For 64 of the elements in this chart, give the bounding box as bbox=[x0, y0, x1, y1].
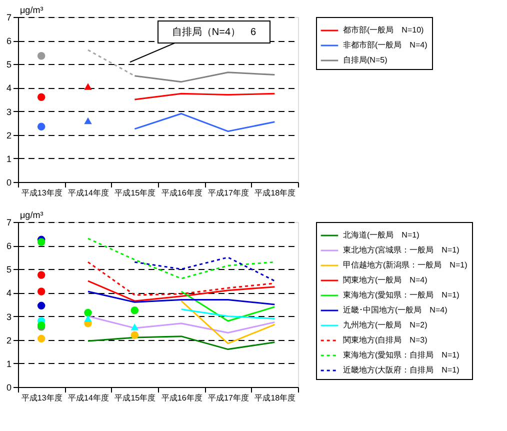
legend-label: 甲信越地方(新潟県：一般局 N=1) bbox=[343, 260, 468, 270]
legend-label: 北海道(一般局 N=1) bbox=[343, 230, 420, 240]
legend-label: 近畿地方(大阪府：自排局 N=1) bbox=[343, 366, 460, 374]
point bbox=[84, 308, 92, 317]
line-series bbox=[87, 238, 276, 280]
legend-label: 関東地方(自排局 N=3) bbox=[343, 336, 428, 344]
point bbox=[37, 93, 46, 102]
point bbox=[37, 288, 46, 296]
point bbox=[37, 122, 46, 130]
legend-label: 東北地方(宮城県：一般局 N=1) bbox=[343, 246, 460, 254]
point bbox=[130, 331, 139, 340]
x-tick-label: 平成16年度 bbox=[161, 394, 202, 402]
y-axis-title: μg/m³ bbox=[20, 5, 44, 15]
legend-label: 東海地方(愛知県：一般局 N=1) bbox=[343, 290, 460, 300]
point bbox=[84, 315, 92, 322]
y-tick-label: 2 bbox=[6, 130, 12, 140]
y-tick-label: 5 bbox=[6, 264, 12, 275]
legend-label: 都市部(一般局 N=10) bbox=[343, 26, 424, 34]
y-tick-label: 6 bbox=[6, 241, 12, 252]
x-tick-label: 平成13年度 bbox=[21, 188, 62, 198]
y-tick-label: 1 bbox=[6, 358, 12, 369]
legend-label: 自排局(N=5) bbox=[343, 56, 388, 64]
point bbox=[37, 334, 46, 343]
y-tick-label: 2 bbox=[6, 335, 12, 346]
point bbox=[84, 83, 92, 90]
y-tick-label: 7 bbox=[6, 12, 12, 22]
point bbox=[130, 306, 139, 314]
legend-label: 関東地方(一般局 N=4) bbox=[343, 276, 428, 284]
point bbox=[130, 324, 139, 330]
x-tick-label: 平成18年度 bbox=[254, 188, 296, 198]
legend-label: 東海地方(愛知県：自排局 N=1) bbox=[343, 350, 460, 360]
y-tick-label: 0 bbox=[6, 178, 12, 188]
y-tick-label: 6 bbox=[6, 36, 12, 46]
x-tick-label: 平成17年度 bbox=[208, 394, 249, 402]
y-tick-label: 3 bbox=[6, 312, 12, 322]
y-tick-label: 4 bbox=[6, 83, 12, 94]
x-tick-label: 平成16年度 bbox=[161, 188, 202, 198]
point bbox=[37, 52, 46, 60]
y-tick-label: 4 bbox=[6, 288, 12, 298]
y-axis-title: μg/m³ bbox=[20, 210, 44, 220]
line-series bbox=[134, 256, 276, 282]
x-tick-label: 平成18年度 bbox=[254, 394, 296, 402]
x-tick-label: 平成14年度 bbox=[68, 188, 109, 198]
y-tick-label: 7 bbox=[6, 218, 12, 228]
point bbox=[37, 302, 46, 310]
x-tick-label: 平成14年度 bbox=[68, 394, 109, 402]
annotation: 自排局（N=4） 6 bbox=[172, 26, 257, 38]
point bbox=[37, 271, 46, 279]
y-tick-label: 3 bbox=[6, 106, 12, 117]
x-tick-label: 平成15年度 bbox=[114, 394, 156, 402]
x-tick-label: 平成13年度 bbox=[21, 394, 62, 402]
line-series bbox=[87, 290, 276, 306]
line-series bbox=[134, 72, 276, 83]
x-tick-label: 平成15年度 bbox=[114, 188, 156, 198]
x-tick-label: 平成17年度 bbox=[208, 188, 249, 198]
legend-label: 九州地方(一般局 N=2) bbox=[343, 320, 428, 330]
legend-label: 近畿･中国地方(一般局 N=4) bbox=[343, 306, 448, 314]
point bbox=[37, 238, 46, 246]
y-tick-label: 1 bbox=[6, 154, 12, 164]
y-tick-label: 5 bbox=[6, 60, 12, 70]
y-tick-label: 0 bbox=[6, 382, 12, 392]
line-series bbox=[134, 112, 276, 132]
point bbox=[84, 117, 92, 124]
legend-label: 非都市部(一般局 N=4) bbox=[343, 40, 428, 50]
